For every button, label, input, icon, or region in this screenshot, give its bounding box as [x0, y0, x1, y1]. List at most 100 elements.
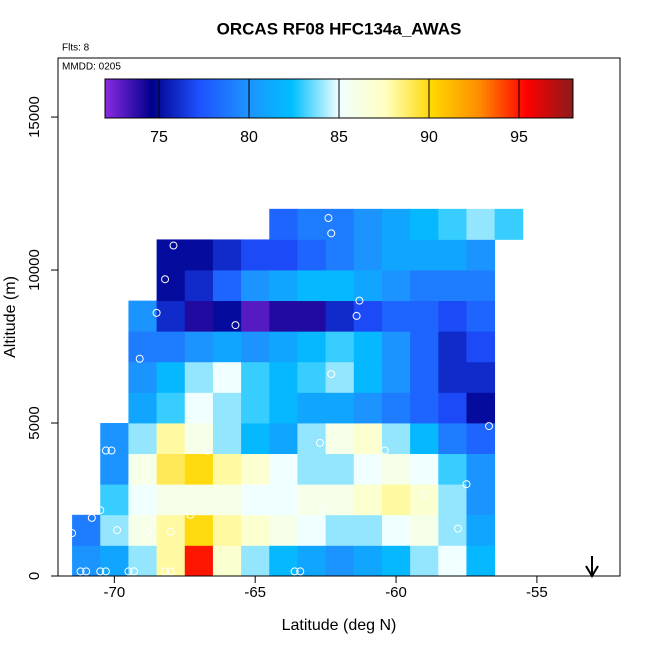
heatmap-cell [381, 361, 411, 393]
heatmap-cell [156, 361, 186, 393]
sample-point [355, 296, 364, 305]
heatmap-cell [410, 392, 439, 424]
sample-point [68, 529, 77, 538]
sample-point [101, 446, 110, 455]
heatmap-cell [184, 514, 214, 546]
sample-point [203, 446, 212, 455]
heatmap-cell [381, 514, 411, 546]
heatmap-cell [184, 392, 214, 424]
sample-point [96, 567, 105, 576]
sample-point [169, 241, 178, 250]
sample-point [161, 567, 170, 576]
heatmap-cell [466, 300, 496, 332]
heatmap-cell [156, 545, 186, 577]
heatmap-cell [325, 300, 355, 332]
sample-point [454, 524, 463, 533]
sample-point [290, 567, 299, 576]
sample-point [130, 567, 139, 576]
heatmap-cell [184, 423, 214, 455]
heatmap-cell [269, 331, 298, 363]
heatmap-cell [241, 423, 270, 455]
heatmap-cell [353, 453, 383, 485]
heatmap-cell [438, 423, 467, 455]
heatmap-cell [269, 239, 298, 271]
heatmap-cell [325, 270, 355, 302]
heatmap-cell [156, 392, 186, 424]
heatmap-cell [212, 392, 242, 424]
y-tick-label: 0 [26, 572, 43, 580]
sample-point [462, 480, 471, 489]
heatmap-cell [184, 453, 214, 485]
heatmap-cell [353, 545, 383, 577]
heatmap-cell [269, 453, 298, 485]
sample-point [144, 527, 153, 536]
heatmap-cell [353, 239, 383, 271]
sample-point [327, 370, 336, 379]
heatmap-cell [297, 331, 327, 363]
heatmap-cell [466, 484, 496, 516]
heatmap-cell [438, 484, 467, 516]
colorbar-tick-label: 90 [420, 129, 438, 146]
heatmap-cell [269, 300, 298, 332]
heatmap-cell [438, 300, 467, 332]
sample-point [318, 504, 327, 513]
heatmap-cell [184, 331, 214, 363]
heatmap-cell [100, 484, 129, 516]
sample-point [231, 321, 240, 330]
heatmap-cell [241, 453, 270, 485]
heatmap-cell [410, 545, 439, 577]
heatmap-cell [325, 392, 355, 424]
heatmap-cell [241, 239, 270, 271]
heatmap-cell [156, 453, 186, 485]
heatmap-cells [72, 208, 524, 577]
sample-point [485, 422, 494, 431]
heatmap-cell [353, 331, 383, 363]
heatmap-cell [156, 484, 186, 516]
heatmap-cell [410, 331, 439, 363]
heatmap-cell [128, 514, 157, 546]
heatmap-cell [410, 361, 439, 393]
heatmap-cell [269, 484, 298, 516]
heatmap-cell [438, 453, 467, 485]
heatmap-cell [297, 208, 327, 240]
heatmap-cell [269, 270, 298, 302]
x-tick-label: -55 [526, 584, 548, 601]
heatmap-cell [410, 484, 439, 516]
heatmap-cell [466, 361, 496, 393]
heatmap-cell [410, 208, 439, 240]
heatmap-cell [466, 392, 496, 424]
sample-point [324, 214, 333, 223]
heatmap-cell [297, 514, 327, 546]
heatmap-cell [212, 361, 242, 393]
heatmap-cell [438, 392, 467, 424]
sample-point [504, 327, 513, 336]
heatmap-cell [184, 300, 214, 332]
sample-point [124, 567, 133, 576]
heatmap-cell [381, 423, 411, 455]
y-tick-label: 10000 [26, 249, 43, 291]
heatmap-cell [128, 545, 157, 577]
heatmap-cell [381, 208, 411, 240]
x-axis-label: Latitude (deg N) [282, 617, 397, 634]
heatmap-cell [184, 361, 214, 393]
sample-point [420, 490, 429, 499]
heatmap-cell [241, 392, 270, 424]
heatmap-cell [410, 270, 439, 302]
heatmap-cell [410, 300, 439, 332]
heatmap-cell [353, 361, 383, 393]
heatmap-cell [353, 300, 383, 332]
heatmap-cell [241, 545, 270, 577]
heatmap-cell [212, 270, 242, 302]
heatmap-cell [100, 545, 129, 577]
sample-point [456, 562, 465, 571]
heatmap-cell [297, 423, 327, 455]
heatmap-cell [128, 423, 157, 455]
heatmap-cell [128, 361, 157, 393]
heatmap-cell [466, 423, 496, 455]
plot-frame [57, 57, 621, 577]
heatmap-cell [72, 514, 101, 546]
colorbar-tick-label: 85 [330, 129, 348, 146]
sample-point [327, 229, 336, 238]
heatmap-cell [241, 361, 270, 393]
heatmap-cell [156, 239, 186, 271]
